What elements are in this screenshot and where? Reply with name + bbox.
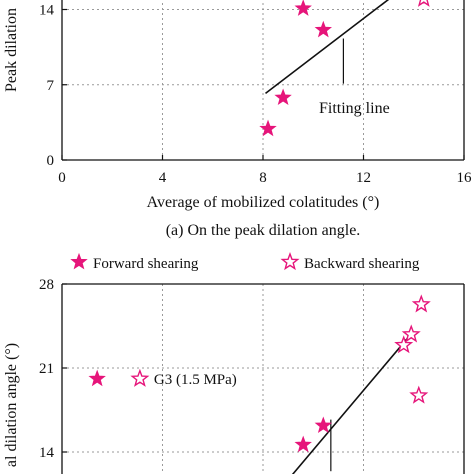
- chart-b-point-backward: [411, 294, 431, 313]
- chart-b-point-backward: [394, 335, 414, 354]
- chart-b-frame: [61, 283, 465, 474]
- chart-b-fitting-line-group: [291, 336, 410, 474]
- chart-a-point-forward: [294, 0, 312, 16]
- legend: Forward shearing Backward shearing: [70, 251, 420, 272]
- chart-a-y-tick-label: 7: [47, 78, 55, 94]
- chart-b-y-tick-label: 21: [39, 361, 54, 377]
- legend-forward-marker: [70, 252, 88, 270]
- chart-a-fitting-line: [265, 0, 390, 94]
- chart-b-point-backward: [401, 324, 421, 343]
- chart-a-x-axis-label: Average of mobilized colatitudes (°): [147, 194, 380, 211]
- chart-a-caption: (a) On the peak dilation angle.: [166, 222, 361, 239]
- chart-a-y-tick-label: 14: [39, 3, 55, 19]
- chart-b-point-forward: [294, 435, 312, 453]
- chart-b-grid: [62, 284, 464, 474]
- chart-a-point-forward: [314, 20, 332, 38]
- chart-a-x-tick-label: 8: [259, 170, 267, 186]
- chart-a-point-forward: [274, 88, 292, 106]
- chart-a-x-tick-label: 16: [457, 170, 473, 186]
- chart-a-x-tick-label: 0: [58, 170, 66, 186]
- chart-b-inline-key-filled-star: [88, 369, 106, 387]
- chart-b-y-ticks: 14 21 28: [39, 277, 67, 461]
- legend-forward-label: Forward shearing: [93, 256, 199, 272]
- chart-b-point-forward: [314, 416, 332, 433]
- chart-b-inline-key-open-star: [130, 368, 150, 387]
- chart-a-y-tick-label: 0: [47, 153, 55, 169]
- chart-b-y-axis-label: al dilation angle (°): [3, 343, 20, 467]
- chart-b-y-tick-label: 14: [39, 445, 55, 461]
- chart-a-x-ticks: 0 4 8 12 16: [58, 155, 472, 186]
- chart-b-point-backward: [409, 385, 429, 404]
- chart-a-point-forward: [259, 119, 277, 137]
- chart-a-grid: [62, 0, 464, 160]
- chart-a-points: [259, 0, 430, 137]
- chart-b-y-tick-label: 28: [39, 277, 54, 293]
- chart-b-inline-key-label: G3 (1.5 MPa): [154, 372, 237, 388]
- chart-b-fitting-line: [291, 336, 410, 474]
- chart-a-y-axis-label: Peak dilation: [3, 8, 20, 92]
- chart-a-fitting-line-group: [265, 0, 390, 94]
- chart-a-point-backward: [417, 0, 430, 7]
- legend-backward-label: Backward shearing: [304, 256, 420, 272]
- chart-a-y-ticks: 0 7 14: [39, 3, 67, 169]
- chart-a-annotation: Fitting line: [319, 100, 390, 117]
- legend-backward-marker: [280, 251, 300, 271]
- legend-backward-star: [280, 251, 300, 271]
- chart-a-x-tick-label: 4: [159, 170, 167, 186]
- legend-forward-star: [70, 252, 88, 270]
- chart-a-x-tick-label: 12: [356, 170, 371, 186]
- chart-b-points: [294, 294, 431, 453]
- chart-b-inline-key: [88, 368, 150, 387]
- chart-b: 14 21 28 G3 (1.5 MPa) al dilation angle (°…: [3, 277, 465, 474]
